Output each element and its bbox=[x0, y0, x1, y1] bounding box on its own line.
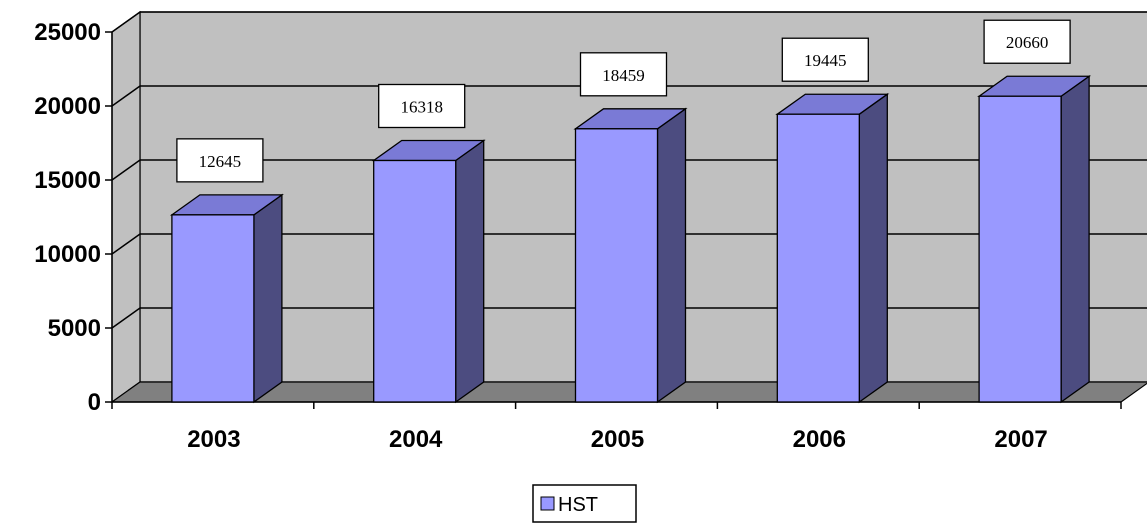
data-labels: 12645 16318 18459 19445 20660 bbox=[176, 19, 1071, 183]
y-tick-label: 0 bbox=[88, 389, 101, 416]
bar-front bbox=[373, 159, 457, 403]
data-label-text: 12645 bbox=[199, 152, 242, 171]
y-tick-label: 15000 bbox=[34, 167, 101, 194]
data-label-2006: 19445 bbox=[781, 37, 869, 82]
gridline bbox=[111, 85, 1147, 107]
bar-front bbox=[978, 95, 1062, 403]
bar-side bbox=[253, 193, 283, 404]
bar-side bbox=[656, 107, 687, 404]
x-axis: 2003 2004 2005 2006 2007 bbox=[111, 401, 1122, 453]
legend-swatch-hst bbox=[540, 496, 555, 511]
bar-side bbox=[858, 92, 888, 404]
bar-2005 bbox=[573, 107, 688, 404]
x-tick-label: 2005 bbox=[591, 426, 644, 453]
y-axis: 0 5000 10000 15000 20000 25000 bbox=[34, 19, 113, 416]
x-tick-label: 2007 bbox=[994, 426, 1047, 453]
data-label-text: 18459 bbox=[602, 66, 645, 85]
x-tick-label: 2006 bbox=[793, 426, 846, 453]
y-tick-label: 20000 bbox=[34, 93, 101, 120]
data-label-text: 20660 bbox=[1006, 33, 1049, 52]
legend-label-hst: HST bbox=[558, 494, 598, 516]
bar-side bbox=[1060, 74, 1090, 404]
bar-2004 bbox=[371, 139, 486, 404]
data-label-box bbox=[579, 52, 668, 97]
bars bbox=[169, 74, 1092, 404]
data-label-text: 16318 bbox=[400, 97, 443, 116]
data-label-2004: 16318 bbox=[378, 83, 466, 129]
data-label-2003: 12645 bbox=[176, 138, 264, 183]
data-label-text: 19445 bbox=[804, 51, 847, 70]
x-tick-label: 2003 bbox=[187, 426, 240, 453]
y-tick-label: 10000 bbox=[34, 241, 101, 268]
data-label-2005: 18459 bbox=[579, 52, 668, 97]
bar-2003 bbox=[169, 193, 284, 404]
y-tick-label: 25000 bbox=[34, 19, 101, 46]
bar-front bbox=[776, 113, 860, 403]
chart-side-wall bbox=[111, 10, 141, 404]
bar-front bbox=[574, 128, 659, 403]
bar-front bbox=[171, 214, 255, 403]
gridline bbox=[111, 11, 1147, 33]
data-label-box bbox=[781, 37, 869, 82]
bar-2007 bbox=[977, 74, 1092, 404]
x-tick-label: 2004 bbox=[389, 426, 443, 453]
bar-side bbox=[455, 139, 485, 404]
data-label-2007: 20660 bbox=[983, 19, 1071, 64]
data-label-box bbox=[378, 83, 466, 129]
data-label-box bbox=[983, 19, 1071, 64]
y-tick-label: 5000 bbox=[48, 315, 101, 342]
bar-2006 bbox=[775, 92, 890, 404]
data-label-box bbox=[176, 138, 264, 183]
legend: HST bbox=[532, 484, 637, 523]
